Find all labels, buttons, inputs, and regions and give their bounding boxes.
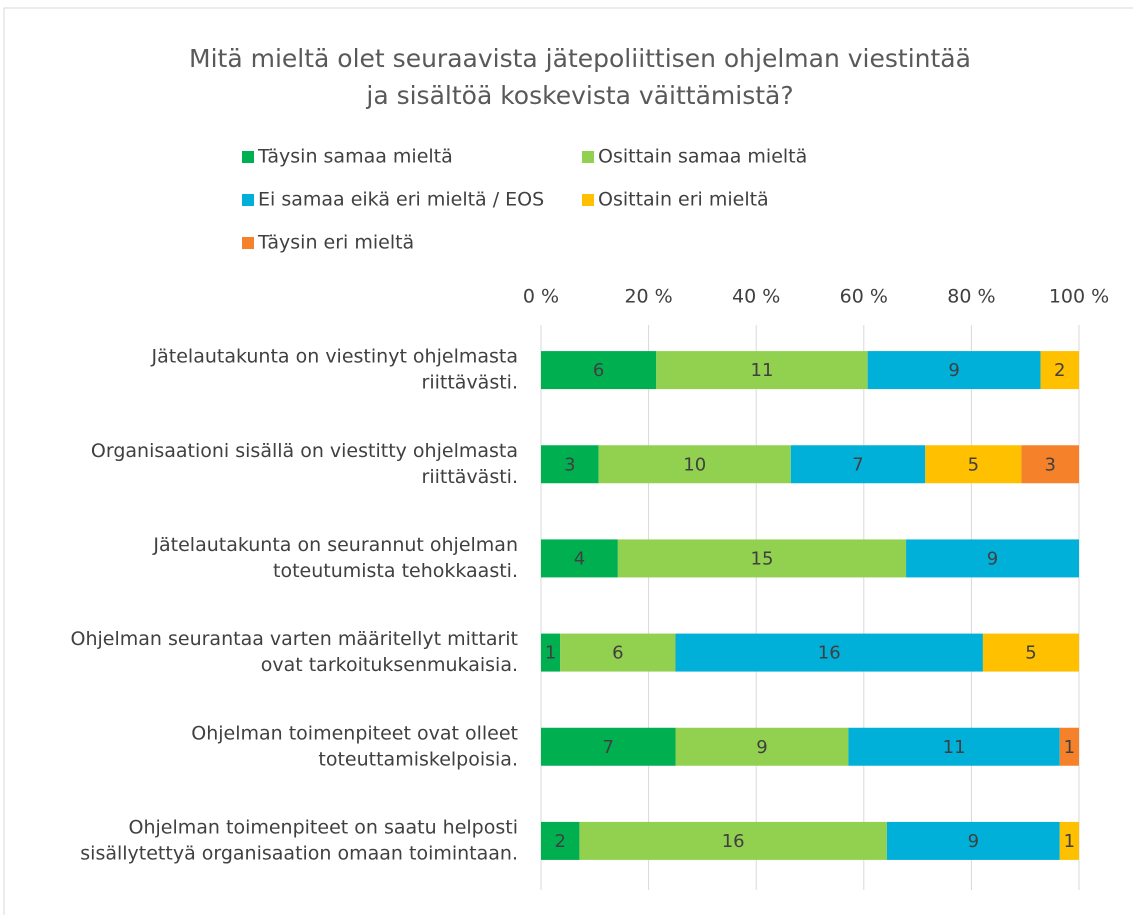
data-label: 7 [852,454,863,475]
y-tick-label: Organisaationi sisällä on viestitty ohje… [91,440,518,462]
bar-segment [925,445,1022,484]
y-tick-label: Jätelautakunta on seurannut ohjelman [152,534,518,556]
data-label: 3 [1044,454,1055,475]
chart-title: ja sisältöä koskevista väittämistä? [365,81,793,110]
bar-segment [1059,727,1079,766]
bar-segment [848,727,1060,766]
data-label: 7 [603,737,614,758]
x-tick-label: 100 % [1049,286,1109,308]
y-tick-label: toteutumista tehokkaasti. [273,560,518,582]
x-tick-label: 40 % [732,286,780,308]
y-tick-label: Ohjelman toimenpiteet on saatu helposti [129,816,518,838]
legend-swatch [242,194,254,206]
legend-swatch [582,151,594,163]
data-label: 16 [818,643,841,664]
data-label: 9 [987,548,998,569]
data-label: 6 [593,360,604,381]
data-label: 16 [722,831,745,852]
bar-segment [560,633,676,672]
bar-segment [541,821,580,860]
data-label: 15 [751,548,774,569]
bar-segment [1040,351,1079,390]
bar-segment [1021,445,1079,484]
data-label: 1 [1064,737,1075,758]
x-tick-label: 80 % [947,286,995,308]
data-label: 9 [756,737,767,758]
bar-segment [675,633,983,672]
data-label: 3 [564,454,575,475]
bar-segment [541,445,599,484]
bar-segment [867,351,1041,390]
data-label: 11 [943,737,966,758]
y-tick-label: riittävästi. [422,372,518,394]
data-label: 6 [612,643,623,664]
legend-label: Ei samaa eikä eri mieltä / EOS [258,189,544,211]
data-label: 11 [751,360,774,381]
y-tick-label: ovat tarkoituksenmukaisia. [261,654,518,676]
y-tick-label: toteuttamiskelpoisia. [318,748,518,770]
data-label: 5 [1025,643,1036,664]
bar-segment [982,633,1079,672]
data-label: 10 [683,454,706,475]
x-tick-label: 60 % [840,286,888,308]
data-label: 2 [554,831,565,852]
y-tick-label: Jätelautakunta on viestinyt ohjelmasta [151,346,518,368]
legend-label: Täysin samaa mieltä [257,146,453,168]
y-tick-label: riittävästi. [422,466,518,488]
bar-segment [790,445,926,484]
data-label: 1 [545,643,556,664]
y-tick-label: Ohjelman toimenpiteet ovat olleet [191,722,518,744]
legend-label: Täysin eri mieltä [257,232,414,254]
legend-label: Osittain samaa mieltä [598,146,807,168]
bar-segment [675,727,849,766]
bar-segment [1059,821,1079,860]
chart-title: Mitä mieltä olet seuraavista jätepoliitt… [189,44,971,73]
data-label: 9 [948,360,959,381]
y-tick-label: sisällytettyä organisaation omaan toimin… [80,842,518,864]
bar-segment [598,445,791,484]
bar-segment [617,539,907,578]
bar-segment [579,821,887,860]
bar-segment [906,539,1079,578]
bar-segment [541,539,618,578]
data-label: 2 [1054,360,1065,381]
data-label: 4 [574,548,585,569]
legend-swatch [582,194,594,206]
bar-segment [541,633,561,672]
legend-label: Osittain eri mieltä [598,189,769,211]
bar-segment [886,821,1060,860]
x-tick-label: 0 % [523,286,559,308]
data-label: 5 [968,454,979,475]
y-tick-label: Ohjelman seurantaa varten määritellyt mi… [71,628,518,650]
bar-segment [541,351,657,390]
bar-segment [541,727,676,766]
legend-swatch [242,237,254,249]
legend-swatch [242,151,254,163]
x-tick-label: 20 % [624,286,672,308]
bar-segment [656,351,868,390]
data-label: 1 [1064,831,1075,852]
data-label: 9 [968,831,979,852]
